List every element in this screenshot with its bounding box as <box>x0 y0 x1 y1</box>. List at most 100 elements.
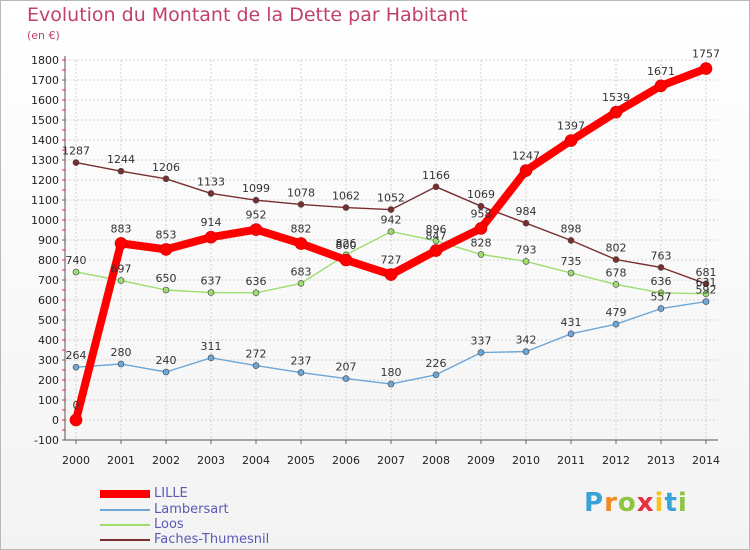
data-labels: 1287 1244 1206 1133 1099 1078 1062 1052 1166 1069… <box>62 48 720 412</box>
data-label: 311 <box>201 340 222 353</box>
x-tick-label: 2011 <box>557 454 585 467</box>
data-point <box>294 237 308 250</box>
data-point <box>207 354 215 362</box>
data-label: 226 <box>426 357 447 370</box>
x-tick-label: 2008 <box>422 454 450 467</box>
y-tick-label: 300 <box>38 354 59 367</box>
data-label: 636 <box>651 275 672 288</box>
data-label: 592 <box>696 284 717 297</box>
y-tick-label: 0 <box>52 414 59 427</box>
data-label: 882 <box>291 223 312 236</box>
data-label: 1099 <box>242 182 270 195</box>
data-point <box>207 289 215 296</box>
data-label: 678 <box>606 266 627 279</box>
x-tick-label: 2014 <box>692 454 720 467</box>
data-point <box>567 269 575 277</box>
data-point <box>162 175 170 183</box>
data-point <box>477 251 485 258</box>
x-tick-label: 2001 <box>107 454 135 467</box>
data-point <box>522 258 530 265</box>
data-point <box>702 280 710 288</box>
data-label: 1133 <box>197 175 225 188</box>
data-point <box>432 183 440 191</box>
data-label: 479 <box>606 306 627 319</box>
data-label: 958 <box>471 207 492 220</box>
data-point <box>72 363 80 371</box>
data-point <box>252 196 260 204</box>
data-point <box>252 289 260 297</box>
chart-title: Evolution du Montant de la Dette par Hab… <box>27 4 468 26</box>
data-label: 1757 <box>692 48 720 61</box>
y-tick-label: 1700 <box>31 74 59 87</box>
y-tick-label: 700 <box>38 274 59 287</box>
y-tick-label: 1000 <box>31 214 59 227</box>
data-point <box>342 204 350 211</box>
data-label: 984 <box>516 205 537 218</box>
x-tick-label: 2009 <box>467 454 495 467</box>
x-tick-label: 2010 <box>512 454 540 467</box>
y-tick-label: 200 <box>38 374 59 387</box>
legend-label: Faches-Thumesnil <box>154 532 270 547</box>
data-point <box>339 253 353 267</box>
data-label: 740 <box>66 254 87 267</box>
data-point <box>297 280 305 287</box>
data-point <box>699 62 713 75</box>
data-point <box>564 134 578 147</box>
data-label: 1052 <box>377 192 405 205</box>
data-point <box>612 320 620 328</box>
data-point <box>657 305 665 312</box>
x-tick-label: 2004 <box>242 454 270 467</box>
data-point <box>477 349 485 356</box>
legend-item-faches-thumesnil: Faches-Thumesnil <box>100 532 270 547</box>
data-label: 0 <box>73 399 80 412</box>
data-point <box>252 362 260 369</box>
data-label: 431 <box>561 316 582 329</box>
data-label: 681 <box>696 266 717 279</box>
data-point <box>162 368 170 376</box>
data-label: 898 <box>561 222 582 235</box>
data-label: 272 <box>246 348 267 361</box>
x-tick-label: 2007 <box>377 454 405 467</box>
data-label: 697 <box>111 263 132 276</box>
data-label: 1078 <box>287 186 315 199</box>
data-label: 342 <box>516 334 537 347</box>
data-point <box>654 79 668 93</box>
grid <box>65 59 718 441</box>
data-point <box>657 289 665 297</box>
y-tick-label: 100 <box>38 394 59 407</box>
data-label: 763 <box>651 249 672 262</box>
data-point <box>702 290 710 298</box>
unit-label: (en €) <box>27 29 60 42</box>
y-tick-label: 1600 <box>31 94 59 107</box>
data-label: 828 <box>471 236 492 249</box>
data-point <box>72 268 80 276</box>
logo-letter: r <box>604 488 618 518</box>
data-label: 557 <box>651 291 672 304</box>
y-tick-label: 1400 <box>31 134 59 147</box>
legend-swatch <box>100 489 150 498</box>
legend-item-lambersart: Lambersart <box>100 502 229 517</box>
data-label: 1166 <box>422 169 450 182</box>
y-tick-label: 900 <box>38 234 59 247</box>
data-point <box>117 277 125 284</box>
data-point <box>159 243 173 256</box>
legend-label: LILLE <box>154 486 188 501</box>
data-label: 952 <box>246 209 267 222</box>
data-point <box>429 244 443 257</box>
logo-letter: o <box>617 488 637 518</box>
logo-letter: x <box>636 488 655 518</box>
data-label: 727 <box>381 254 402 267</box>
data-point <box>204 230 218 244</box>
data-label: 793 <box>516 243 537 256</box>
y-tick-label: 400 <box>38 334 59 347</box>
data-label: 180 <box>381 366 402 379</box>
axes: -100 0 100 200 300 400 500 600 700 800 900 1000 1100… <box>31 54 720 467</box>
data-point <box>249 223 263 236</box>
data-label: 896 <box>426 223 447 236</box>
data-point <box>387 380 395 388</box>
data-point <box>567 237 575 244</box>
x-tick-label: 2002 <box>152 454 180 467</box>
data-point <box>474 222 488 235</box>
logo-letter: i <box>677 488 688 518</box>
